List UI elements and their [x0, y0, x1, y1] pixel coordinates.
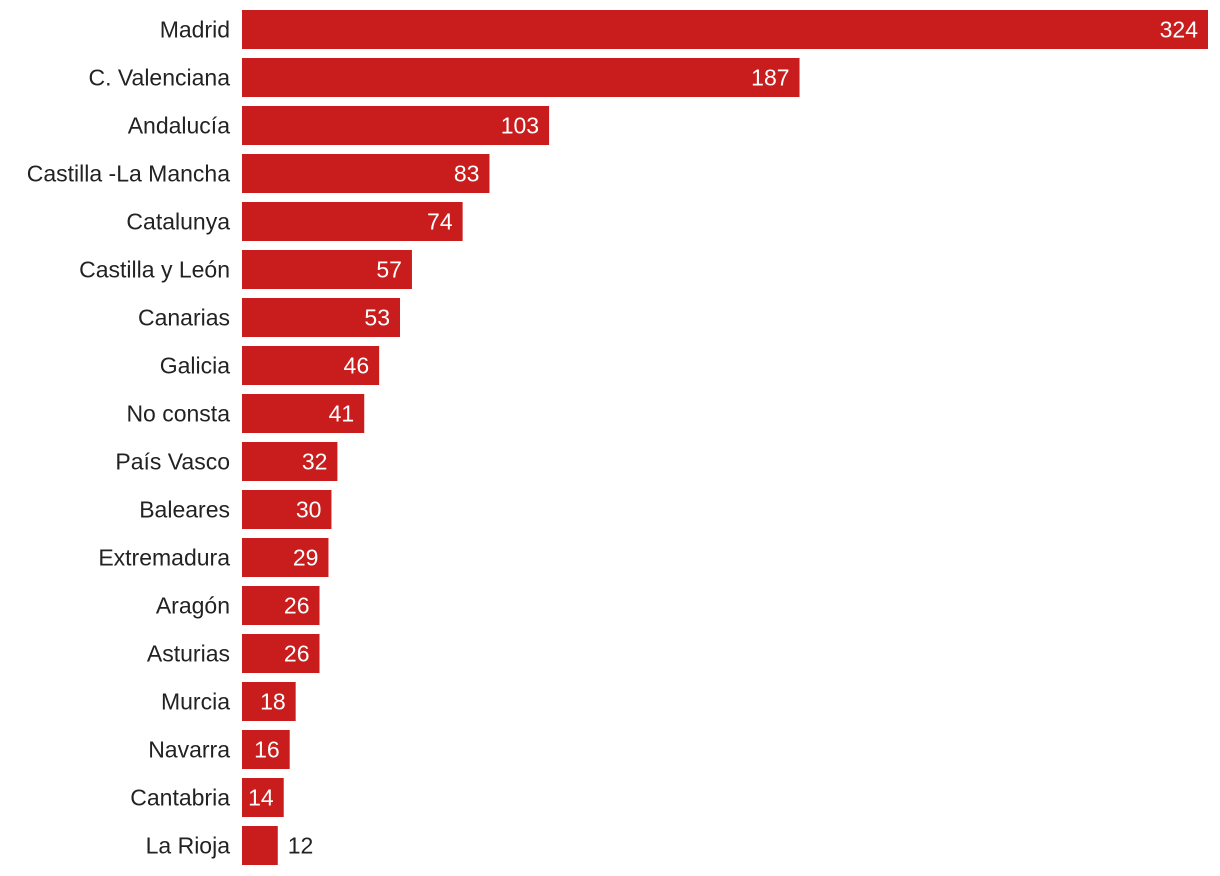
value-label: 16 [254, 737, 280, 763]
bar [242, 346, 380, 385]
bar [242, 778, 284, 817]
category-label: Extremadura [98, 545, 230, 571]
value-label: 32 [302, 449, 328, 475]
category-label: Murcia [161, 689, 230, 715]
category-label: C. Valenciana [89, 65, 231, 91]
value-label: 74 [427, 209, 453, 235]
category-label: Andalucía [128, 113, 231, 139]
bar [242, 442, 338, 481]
value-label: 53 [364, 305, 390, 331]
bar [242, 826, 278, 865]
category-label: Madrid [160, 17, 230, 43]
category-label: Catalunya [126, 209, 230, 235]
category-label: País Vasco [115, 449, 230, 475]
value-label: 324 [1160, 17, 1199, 43]
bar [242, 538, 329, 577]
bar [242, 10, 1208, 49]
bar [242, 106, 550, 145]
category-label: Castilla y León [79, 257, 230, 283]
value-label: 18 [260, 689, 286, 715]
value-label: 29 [293, 545, 319, 571]
value-label: 57 [376, 257, 402, 283]
category-label: Navarra [148, 737, 230, 763]
bar [242, 634, 320, 673]
category-label: No consta [126, 401, 230, 427]
bar [242, 298, 401, 337]
value-label: 103 [501, 113, 539, 139]
value-label: 187 [751, 65, 789, 91]
value-label: 41 [329, 401, 355, 427]
bar [242, 58, 800, 97]
value-label: 12 [288, 833, 314, 859]
bar [242, 394, 365, 433]
category-label: Asturias [147, 641, 230, 667]
bar [242, 586, 320, 625]
bar [242, 154, 490, 193]
category-label: Castilla -La Mancha [27, 161, 230, 187]
bar [242, 730, 290, 769]
bar [242, 202, 463, 241]
category-label: Aragón [156, 593, 230, 619]
value-label: 26 [284, 593, 310, 619]
category-label: Cantabria [130, 785, 230, 811]
bar [242, 490, 332, 529]
category-label: Galicia [160, 353, 231, 379]
category-label: Baleares [139, 497, 230, 523]
value-label: 26 [284, 641, 310, 667]
value-label: 14 [248, 785, 274, 811]
value-label: 46 [344, 353, 370, 379]
bar [242, 682, 296, 721]
category-label: La Rioja [146, 833, 231, 859]
bar [242, 250, 412, 289]
value-label: 83 [454, 161, 480, 187]
value-label: 30 [296, 497, 322, 523]
category-label: Canarias [138, 305, 230, 331]
